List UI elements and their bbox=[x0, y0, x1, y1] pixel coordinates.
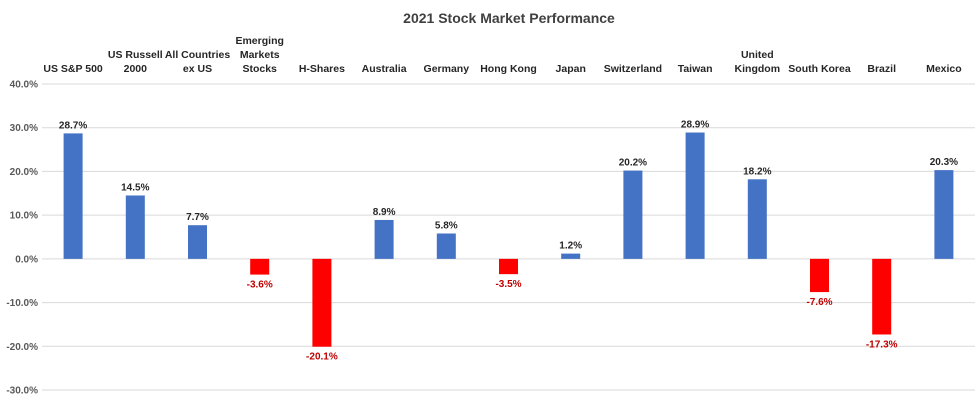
y-tick-label: 30.0% bbox=[10, 123, 38, 134]
bar bbox=[934, 170, 954, 259]
bar bbox=[374, 219, 394, 259]
category-label: Australia bbox=[362, 63, 407, 75]
data-label: 20.3% bbox=[930, 157, 958, 168]
bar bbox=[188, 225, 207, 259]
bar bbox=[312, 258, 332, 347]
bar bbox=[250, 258, 270, 275]
data-label: -17.3% bbox=[866, 339, 898, 350]
category-label: Brazil bbox=[867, 63, 896, 75]
y-tick-label: -30.0% bbox=[6, 386, 38, 397]
category-label: Japan bbox=[556, 63, 586, 75]
data-labels: 28.7% 14.5% 7.7% -3.6% -20.1% 8.9% 5.8% -3.5% 1.… bbox=[59, 120, 958, 363]
y-tick-label: 10.0% bbox=[10, 211, 38, 222]
data-label: 28.9% bbox=[681, 120, 709, 131]
bar bbox=[685, 132, 705, 259]
category-label: All Countries ex US bbox=[165, 49, 230, 75]
data-label: 20.2% bbox=[619, 158, 647, 169]
category-label: Taiwan bbox=[678, 63, 713, 75]
data-label: -7.6% bbox=[806, 297, 832, 308]
bar bbox=[125, 195, 145, 259]
data-label: -3.5% bbox=[495, 279, 521, 290]
bar bbox=[63, 133, 83, 259]
y-tick-label: -10.0% bbox=[6, 298, 38, 309]
bar bbox=[872, 258, 892, 335]
bar bbox=[747, 179, 767, 259]
category-label: United Kingdom bbox=[735, 49, 781, 75]
y-axis-tick-labels: 40.0% 30.0% 20.0% 10.0% 0.0% -10.0% -20.0% -30.… bbox=[6, 80, 38, 397]
data-label: 18.2% bbox=[743, 166, 771, 177]
category-label: US S&P 500 bbox=[43, 63, 102, 75]
category-label: Hong Kong bbox=[480, 63, 537, 75]
data-label: 28.7% bbox=[59, 120, 87, 131]
y-tick-label: 0.0% bbox=[15, 254, 38, 265]
category-label: US Russell 2000 bbox=[108, 49, 163, 75]
category-label: Emerging Markets Stocks bbox=[235, 35, 283, 75]
y-tick-label: -20.0% bbox=[6, 342, 38, 353]
category-label: South Korea bbox=[788, 63, 851, 75]
bar bbox=[810, 258, 829, 293]
data-label: 8.9% bbox=[373, 207, 396, 218]
data-label: -20.1% bbox=[306, 352, 338, 363]
category-label: Germany bbox=[424, 63, 470, 75]
bar bbox=[436, 233, 456, 259]
data-label: 5.8% bbox=[435, 221, 458, 232]
category-label: Switzerland bbox=[604, 63, 662, 75]
bar bbox=[499, 258, 518, 275]
y-tick-label: 40.0% bbox=[10, 80, 38, 91]
bar bbox=[623, 170, 643, 259]
y-tick-label: 20.0% bbox=[10, 167, 38, 178]
gridlines bbox=[42, 83, 975, 391]
bar bbox=[561, 253, 581, 259]
data-label: 1.2% bbox=[559, 241, 582, 252]
data-label: 14.5% bbox=[121, 182, 149, 193]
data-label: -3.6% bbox=[247, 280, 273, 291]
bars bbox=[63, 132, 954, 347]
data-label: 7.7% bbox=[186, 212, 209, 223]
category-label: Mexico bbox=[926, 63, 962, 75]
category-label: H-Shares bbox=[299, 63, 345, 75]
chart-title: 2021 Stock Market Performance bbox=[403, 10, 615, 26]
